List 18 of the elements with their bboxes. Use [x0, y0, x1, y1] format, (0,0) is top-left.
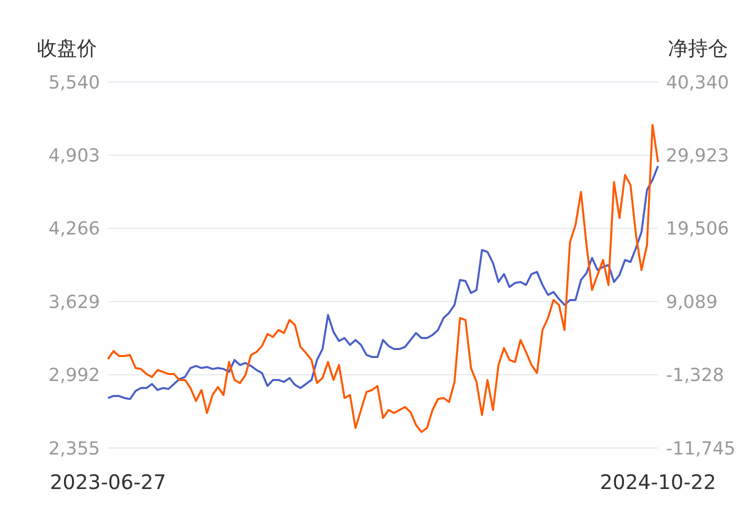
x-tick-label: 2024-10-22 [600, 470, 716, 494]
line-series [107, 124, 659, 433]
y2-tick-label: 19,506 [666, 218, 729, 240]
y-tick-label: 4,266 [48, 218, 100, 240]
y2-tick-label: -11,745 [666, 438, 736, 460]
x-tick-label: 2023-06-27 [50, 470, 166, 494]
y-tick-label: 5,540 [48, 72, 100, 94]
y2-tick-label: -1,328 [666, 365, 724, 386]
y2-tick-label: 40,340 [666, 72, 729, 94]
y2-axis-title: 净持仓 [668, 36, 728, 60]
y-tick-label: 2,355 [48, 438, 100, 460]
y2-tick-label: 29,923 [666, 146, 729, 166]
y2-tick-label: 9,089 [666, 292, 718, 313]
y-tick-label: 2,992 [48, 365, 100, 386]
line-series [107, 165, 659, 400]
y-tick-label: 3,629 [48, 292, 100, 313]
y-tick-label: 4,903 [48, 146, 100, 166]
y-axis-title: 收盘价 [37, 36, 97, 60]
